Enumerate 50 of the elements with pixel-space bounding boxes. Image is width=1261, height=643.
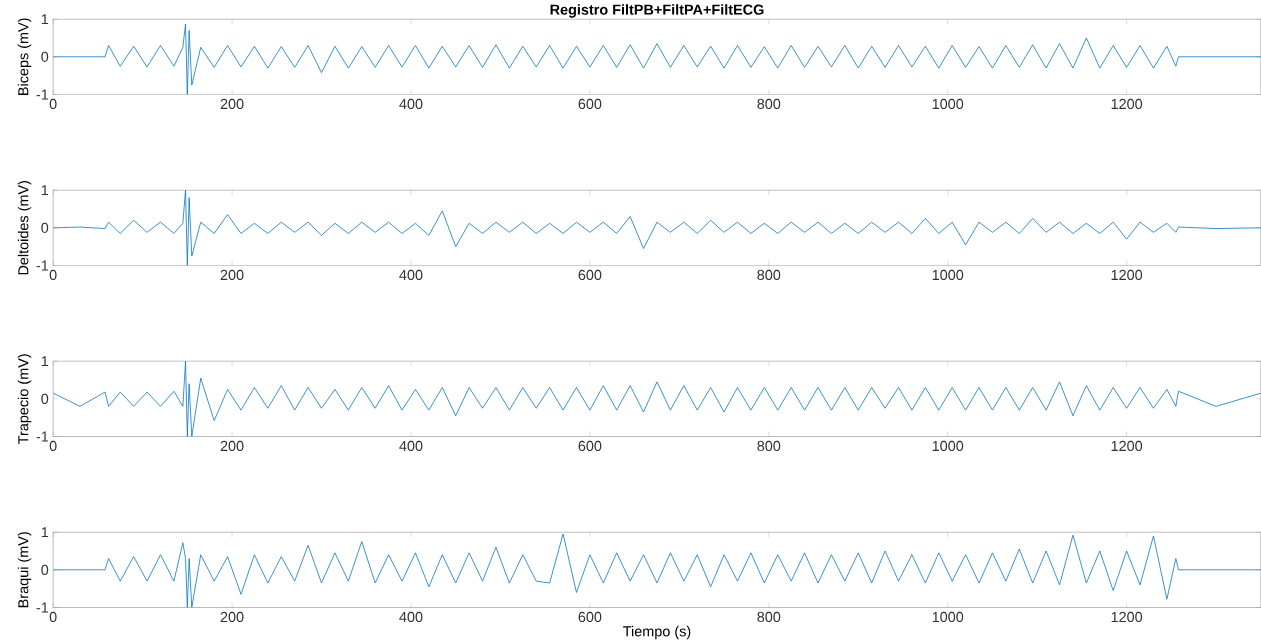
y-axis-title: Deltoides (mV) [17, 180, 32, 275]
x-tick-label: 0 [49, 269, 57, 280]
x-tick-label: 600 [578, 440, 602, 451]
y-tick-label: 1 [41, 355, 49, 366]
x-axis-title: Tiempo (s) [623, 625, 691, 640]
x-tick-label: 200 [220, 440, 244, 451]
x-tick-label: 1000 [932, 611, 964, 622]
x-tick-label: 400 [399, 611, 423, 622]
x-tick-label: 1200 [1111, 269, 1143, 280]
y-tick-label: -1 [36, 431, 49, 442]
line-series [53, 23, 1261, 95]
x-tick-label: 600 [578, 98, 602, 109]
x-tick-label: 400 [399, 440, 423, 451]
x-tick-label: 0 [49, 611, 57, 622]
x-tick-label: 400 [399, 98, 423, 109]
x-tick-label: 800 [757, 440, 781, 451]
x-tick-label: 1000 [932, 269, 964, 280]
y-tick-label: 0 [41, 564, 49, 575]
x-tick-label: 1200 [1111, 98, 1143, 109]
y-tick-label: 1 [41, 13, 49, 24]
x-tick-label: 800 [757, 611, 781, 622]
y-tick-label: 1 [41, 184, 49, 195]
x-tick-label: 1000 [932, 98, 964, 109]
x-tick-label: 0 [49, 98, 57, 109]
y-tick-label: 0 [41, 222, 49, 233]
x-tick-label: 800 [757, 269, 781, 280]
y-tick-label: 0 [41, 51, 49, 62]
x-tick-label: 1200 [1111, 611, 1143, 622]
y-tick-label: -1 [36, 89, 49, 100]
y-tick-label: 1 [41, 526, 49, 537]
y-tick-label: -1 [36, 602, 49, 613]
line-series [53, 360, 1261, 437]
y-axis-title: Trapecio (mV) [17, 354, 32, 444]
y-tick-label: -1 [36, 260, 49, 271]
x-tick-label: 200 [220, 98, 244, 109]
line-series [53, 189, 1261, 266]
x-tick-label: 0 [49, 440, 57, 451]
x-tick-label: 600 [578, 269, 602, 280]
line-series [53, 533, 1261, 608]
x-tick-label: 1000 [932, 440, 964, 451]
chart-title: Registro FiltPB+FiltPA+FiltECG [550, 3, 764, 18]
x-tick-label: 600 [578, 611, 602, 622]
y-tick-label: 0 [41, 393, 49, 404]
x-tick-label: 200 [220, 269, 244, 280]
x-tick-label: 1200 [1111, 440, 1143, 451]
x-tick-label: 800 [757, 98, 781, 109]
y-axis-title: Braqui (mV) [17, 532, 32, 607]
x-tick-label: 200 [220, 611, 244, 622]
y-axis-title: Biceps (mV) [17, 18, 32, 95]
x-tick-label: 400 [399, 269, 423, 280]
